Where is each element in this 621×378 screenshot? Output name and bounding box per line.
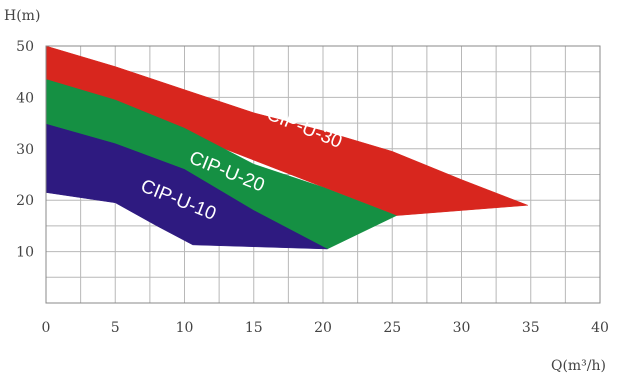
- axis-ticks: 0 5 10 15 20 25 30 35 40 10 20 30 40 50: [16, 39, 609, 336]
- y-tick-label: 50: [16, 39, 34, 55]
- x-tick-label: 15: [245, 320, 263, 336]
- x-tick-label: 10: [176, 320, 194, 336]
- x-tick-label: 25: [383, 320, 401, 336]
- y-tick-label: 20: [16, 193, 34, 209]
- x-tick-label: 40: [591, 320, 609, 336]
- y-tick-label: 30: [16, 142, 34, 158]
- x-tick-label: 35: [522, 320, 540, 336]
- performance-areas: [45, 45, 529, 250]
- x-axis-title: Q(m³/h): [551, 358, 606, 374]
- x-tick-label: 5: [111, 320, 120, 336]
- y-tick-label: 40: [16, 90, 34, 106]
- area-cip-u-10: [45, 123, 328, 250]
- area-cip-u-30: [45, 45, 529, 216]
- y-axis-title: H(m): [4, 8, 40, 24]
- plot-frame: [45, 45, 601, 304]
- x-tick-label: 0: [42, 320, 51, 336]
- x-tick-label: 20: [314, 320, 332, 336]
- x-tick-label: 30: [453, 320, 471, 336]
- y-tick-label: 10: [16, 245, 34, 261]
